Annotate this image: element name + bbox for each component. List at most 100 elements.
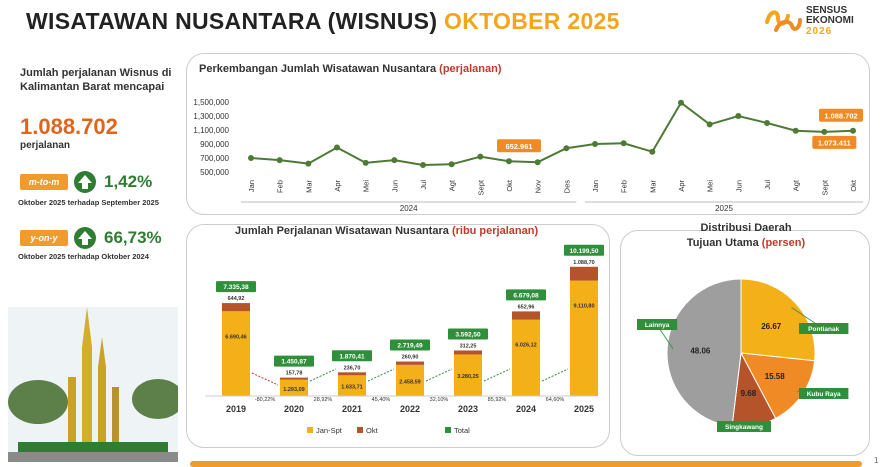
data-point (276, 157, 283, 164)
data-point (391, 157, 398, 164)
data-point (821, 128, 828, 135)
data-label: 652.961 (505, 142, 532, 151)
data-point (850, 127, 856, 134)
legend-swatch (307, 427, 313, 433)
y-tick-label: 1,300,000 (193, 112, 229, 121)
slice-value-label: 48.06 (690, 347, 711, 356)
page-number: 1 (874, 456, 879, 465)
total-badge (448, 328, 488, 340)
data-callout (819, 108, 863, 122)
category-label: 2020 (284, 404, 304, 414)
x-tick-label: Okt (505, 179, 514, 192)
legend-label: Jan-Spt (316, 426, 343, 435)
data-point (448, 161, 455, 168)
page-title: WISATAWAN NUSANTARA (WISNUS) OKTOBER 202… (26, 8, 620, 35)
growth-label: 45,40% (372, 397, 391, 403)
bar-chart-title: Jumlah Perjalanan Wisatawan Nusantara (r… (235, 225, 539, 237)
bar-jan-spt (454, 354, 482, 396)
total-badge (216, 281, 256, 293)
data-point (248, 155, 254, 161)
legend-label: Total (454, 426, 470, 435)
data-label: 1.073.411 (818, 138, 851, 147)
bar-okt (222, 303, 250, 312)
summary-description: Jumlah perjalanan Wisnus di Kalimantan B… (20, 67, 172, 93)
x-tick-label: Jan (591, 180, 600, 192)
yoy-value: 66,73% (104, 228, 162, 247)
growth-arrow (483, 368, 511, 382)
x-tick-label: Des (562, 180, 571, 194)
footer-bar (190, 461, 862, 467)
pie-slice (740, 278, 816, 362)
bar-label-okt: 260,90 (402, 355, 419, 361)
x-tick-label: Jun (734, 180, 743, 192)
bar-label-jan-spt: 9.110,80 (573, 304, 594, 310)
title-accent: OKTOBER 2025 (444, 8, 620, 34)
total-badge (564, 244, 604, 256)
total-badge (390, 339, 430, 351)
x-tick-label: Mei (706, 180, 715, 192)
category-label: 2025 (574, 404, 594, 414)
slice-name-badge (799, 323, 849, 334)
data-point (305, 160, 312, 167)
total-badge (332, 350, 372, 362)
total-label: 1.870,41 (339, 353, 365, 360)
total-badge (274, 355, 314, 367)
data-point (362, 159, 369, 166)
total-label: 1.450,87 (281, 359, 307, 366)
data-callout (497, 139, 541, 153)
x-tick-label: Okt (849, 179, 858, 192)
data-point (620, 140, 627, 147)
logo-text: SENSUS EKONOMI (806, 5, 854, 26)
bar-jan-spt (512, 319, 540, 396)
x-tick-label: Agt (448, 179, 457, 191)
growth-arrow (309, 368, 337, 382)
growth-arrow (251, 372, 279, 386)
bar-label-okt: 312,25 (460, 343, 477, 349)
x-tick-label: Jul (419, 180, 428, 190)
logo-year: 2026 (806, 26, 833, 37)
category-label: 2024 (516, 404, 536, 414)
line-chart-title: Perkembangan Jumlah Wisatawan Nusantara … (199, 63, 502, 75)
bar-label-okt: 236,70 (344, 365, 361, 371)
legend-label: Okt (366, 426, 379, 435)
bar-okt (396, 361, 424, 365)
slice-value-label: 15.58 (765, 372, 786, 381)
bar-okt (570, 266, 598, 281)
y-tick-label: 900,000 (200, 140, 229, 149)
pie-chart-title: Distribusi Daerah Tujuan Utama (persen) (686, 222, 806, 249)
slice-name-label: Kubu Raya (807, 391, 841, 398)
bar-label-okt: 644,92 (228, 296, 245, 302)
slice-name-badge (717, 421, 771, 432)
legend-swatch (357, 427, 363, 433)
pie-slice (666, 278, 742, 428)
total-label: 10.199,50 (570, 248, 599, 255)
bar-label-jan-spt: 2.458,59 (399, 379, 420, 385)
x-tick-label: Feb (620, 180, 629, 193)
bar-okt (280, 377, 308, 380)
data-point (506, 158, 512, 165)
year-label: 2025 (715, 204, 733, 213)
year-label: 2024 (400, 204, 418, 213)
logo-mark-icon (765, 10, 802, 32)
total-label: 3.592,50 (455, 331, 481, 338)
data-point (534, 159, 541, 166)
growth-arrow (425, 368, 453, 382)
series-line (250, 101, 854, 167)
yoy-badge: y-on-y (20, 230, 68, 246)
growth-arrow (541, 368, 569, 382)
summary-unit: perjalanan (20, 140, 71, 151)
legend-swatch (445, 427, 451, 433)
bar-label-jan-spt: 1.633,71 (341, 385, 362, 391)
pie-chart-panel: Distribusi Daerah Tujuan Utama (persen) 2… (620, 222, 870, 456)
bar-label-jan-spt: 6.690,46 (225, 334, 246, 340)
data-point (477, 153, 484, 160)
bar-chart-panel: Jumlah Perjalanan Wisatawan Nusantara (r… (186, 224, 610, 448)
growth-label: 28,92% (314, 397, 333, 403)
bar-label-okt: 1.088,70 (573, 260, 594, 266)
total-badge (506, 289, 546, 301)
x-tick-label: Jun (390, 180, 399, 192)
x-tick-label: Agt (792, 179, 801, 191)
slice-name-label: Singkawang (725, 424, 763, 431)
bar-jan-spt (338, 375, 366, 396)
sensus-ekonomi-logo: SENSUS EKONOMI 2026 (764, 2, 884, 42)
